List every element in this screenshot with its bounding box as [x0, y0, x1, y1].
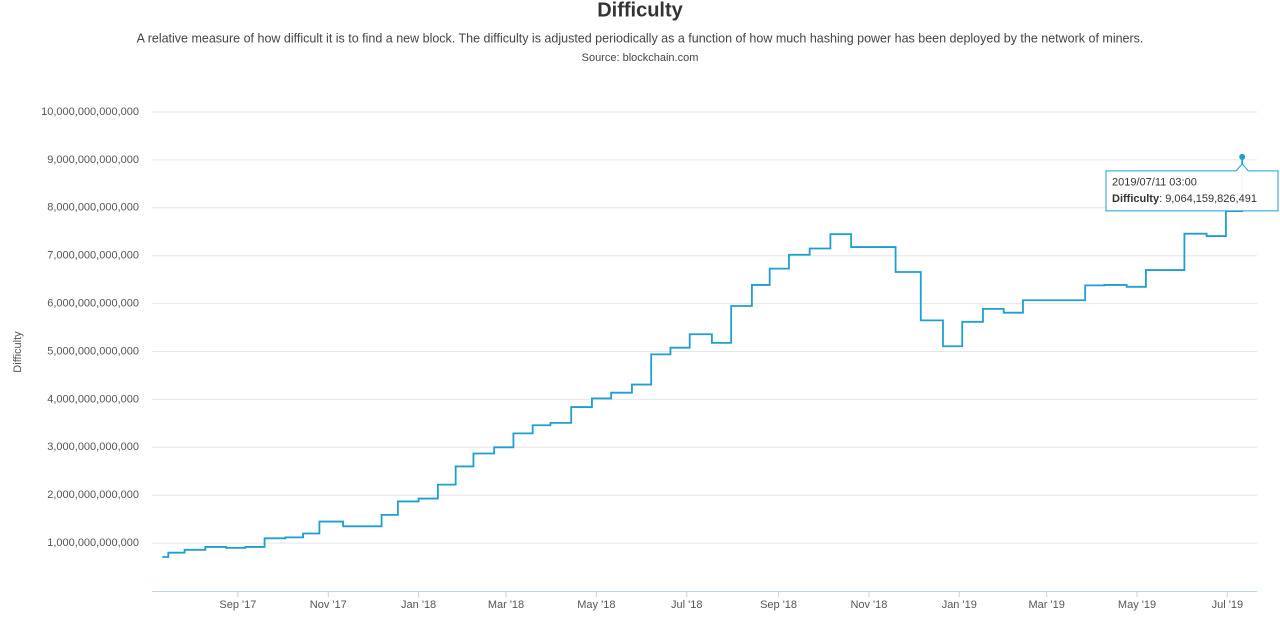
x-tick-label: Mar '19	[1028, 599, 1064, 611]
x-tick-label: Nov '18	[850, 599, 887, 611]
y-tick-label: 3,000,000,000,000	[47, 441, 139, 453]
y-tick-label: 9,000,000,000,000	[47, 154, 139, 166]
y-tick-label: 6,000,000,000,000	[47, 298, 139, 310]
tooltip: 2019/07/11 03:00 Difficulty: 9,064,159,82…	[1105, 163, 1279, 212]
chart-subtitle: A relative measure of how difficult it i…	[137, 31, 1144, 45]
data-line	[162, 156, 1244, 558]
tooltip-series: Difficulty	[1112, 193, 1160, 205]
x-tick-label: May '19	[1118, 599, 1156, 611]
tooltip-sep: :	[1159, 193, 1165, 205]
x-tick-label: May '18	[577, 599, 615, 611]
x-tick-label: Jan '18	[401, 599, 436, 611]
tooltip-date: 2019/07/11 03:00	[1112, 177, 1197, 189]
x-tick-label: Jan '19	[942, 599, 977, 611]
chart-source: Source: blockchain.com	[582, 52, 699, 64]
x-tick-label: Mar '18	[488, 599, 524, 611]
tooltip-value: Difficulty: 9,064,159,826,491	[1112, 193, 1257, 205]
hover-point	[1239, 153, 1246, 160]
chart-title: Difficulty	[597, 0, 683, 21]
x-tick-label: Sep '18	[760, 599, 797, 611]
x-tick-label: Jul '19	[1212, 599, 1243, 611]
x-tick-label: Jul '18	[671, 599, 702, 611]
y-tick-label: 4,000,000,000,000	[47, 393, 139, 405]
y-tick-label: 10,000,000,000,000	[41, 106, 139, 118]
y-tick-label: 1,000,000,000,000	[47, 537, 139, 549]
tooltip-number: 9,064,159,826,491	[1165, 193, 1257, 205]
x-tick-label: Nov '17	[310, 599, 347, 611]
y-tick-label: 2,000,000,000,000	[47, 489, 139, 501]
y-tick-label: 7,000,000,000,000	[47, 250, 139, 262]
tooltip-box	[1105, 163, 1279, 212]
x-tick-label: Sep '17	[219, 599, 256, 611]
y-axis-title: Difficulty	[12, 331, 24, 373]
y-tick-label: 5,000,000,000,000	[47, 345, 139, 357]
y-tick-label: 8,000,000,000,000	[47, 202, 139, 214]
